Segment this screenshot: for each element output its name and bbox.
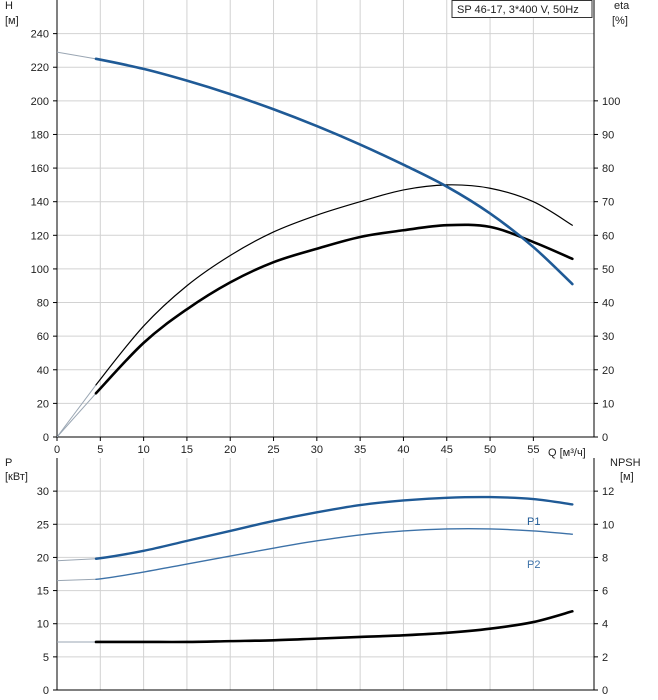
top-left-tick-label: 160 (31, 163, 49, 175)
top-left-tick-label: 200 (31, 96, 49, 108)
head-curve-extrapolated (56, 51, 97, 60)
bottom-left-tick-label: 30 (37, 486, 49, 498)
p2-series-label: P2 (527, 559, 540, 571)
top-right-tick-label: 10 (602, 398, 614, 410)
bottom-right-tick-label: 6 (602, 586, 608, 598)
top-x-tick-label: 20 (224, 444, 236, 456)
top-right-tick-label: 20 (602, 365, 614, 377)
eta-pump-curve (95, 184, 573, 386)
top-left-tick-label: 180 (31, 129, 49, 141)
top-right-tick-label: 100 (602, 96, 620, 108)
bottom-left-axis-title: P (5, 457, 12, 469)
top-x-tick-label: 45 (441, 444, 453, 456)
top-right-tick-label: 50 (602, 264, 614, 276)
top-panel-grid (56, 0, 595, 438)
bottom-panel-curves (56, 495, 574, 644)
top-x-tick-label: 35 (354, 444, 366, 456)
eta-pump-curve-extrapolated (56, 384, 97, 438)
bottom-right-tick-label: 2 (602, 652, 608, 664)
top-right-tick-label: 80 (602, 163, 614, 175)
bottom-left-tick-label: 5 (43, 652, 49, 664)
bottom-left-tick-label: 15 (37, 586, 49, 598)
top-right-tick-label: 60 (602, 230, 614, 242)
head-curve (94, 57, 574, 286)
top-x-tick-label: 25 (267, 444, 279, 456)
bottom-right-tick-label: 12 (602, 486, 614, 498)
bottom-left-axis-unit: [кВт] (5, 471, 28, 483)
top-left-tick-label: 100 (31, 264, 49, 276)
eta-total-curve-extrapolated (56, 392, 97, 438)
top-left-tick-label: 80 (37, 298, 49, 310)
npsh-curve (94, 609, 574, 644)
top-left-axis-unit: [м] (5, 15, 19, 27)
top-x-tick-label: 0 (54, 444, 60, 456)
bottom-left-tick-label: 0 (43, 685, 49, 697)
p2-curve-extrapolated (56, 578, 96, 582)
top-right-tick-label: 70 (602, 197, 614, 209)
top-x-tick-label: 10 (137, 444, 149, 456)
top-panel-tick-labels: 0204060801001201401601802002202400102030… (31, 29, 621, 456)
top-right-tick-label: 40 (602, 298, 614, 310)
top-left-tick-label: 220 (31, 62, 49, 74)
top-left-tick-label: 60 (37, 331, 49, 343)
bottom-right-tick-label: 8 (602, 552, 608, 564)
model-label-box (451, 0, 593, 18)
top-left-tick-label: 40 (37, 365, 49, 377)
top-x-tick-label: 15 (181, 444, 193, 456)
bottom-right-axis-unit: [м] (620, 471, 634, 483)
bottom-right-axis-title: NPSH (610, 457, 641, 469)
p1-curve-extrapolated (56, 558, 97, 562)
top-x-tick-label: 40 (397, 444, 409, 456)
bottom-right-tick-label: 4 (602, 619, 608, 631)
top-right-tick-label: 30 (602, 331, 614, 343)
p2-curve (95, 527, 574, 581)
p1-curve (94, 495, 574, 560)
model-label: SP 46-17, 3*400 V, 50Hz (457, 4, 579, 16)
bottom-left-tick-label: 20 (37, 552, 49, 564)
top-right-tick-label: 90 (602, 129, 614, 141)
top-right-tick-label: 0 (602, 432, 608, 444)
top-panel-curves (56, 51, 574, 438)
eta-total-curve (94, 223, 574, 395)
top-x-tick-label: 5 (97, 444, 103, 456)
bottom-left-tick-label: 25 (37, 519, 49, 531)
top-x-tick-label: 55 (527, 444, 539, 456)
bottom-panel-grid (56, 458, 595, 691)
top-left-tick-label: 0 (43, 432, 49, 444)
top-left-axis-title: H (5, 0, 13, 12)
top-left-tick-label: 20 (37, 398, 49, 410)
bottom-left-tick-label: 10 (37, 619, 49, 631)
top-left-tick-label: 140 (31, 197, 49, 209)
bottom-right-tick-label: 10 (602, 519, 614, 531)
top-x-tick-label: 30 (311, 444, 323, 456)
top-right-axis-title: eta (614, 0, 630, 12)
top-x-axis-title: Q [м³/ч] (548, 447, 586, 459)
bottom-right-tick-label: 0 (602, 685, 608, 697)
top-x-tick-label: 50 (484, 444, 496, 456)
top-left-tick-label: 120 (31, 230, 49, 242)
top-right-axis-unit: [%] (612, 15, 628, 27)
top-left-tick-label: 240 (31, 29, 49, 41)
bottom-panel-tick-labels: 0 5 10 15 20 25 30 0 2 4 6 8 10 12 (37, 486, 615, 697)
p1-series-label: P1 (527, 516, 540, 528)
